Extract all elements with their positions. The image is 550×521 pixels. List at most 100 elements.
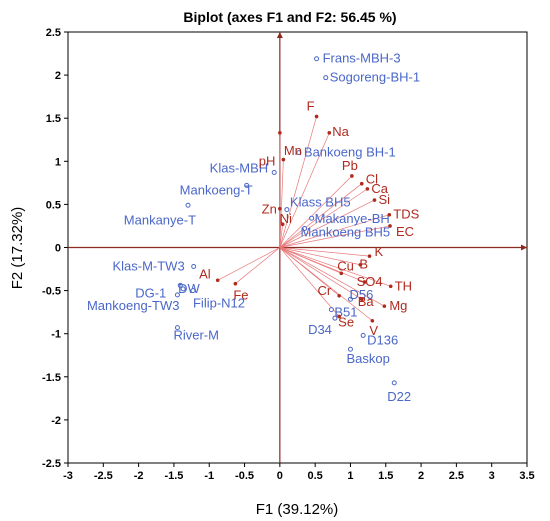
variable-point-ca xyxy=(365,187,370,191)
observation-label-river-m: River-M xyxy=(173,328,219,343)
x-tick-label: 2.5 xyxy=(449,470,464,482)
observation-label-d56: D56 xyxy=(349,287,373,302)
y-axis-label: F2 (17.32%) xyxy=(9,207,26,290)
variable-label-mn: Mn xyxy=(284,143,302,158)
observation-point-filip-n12 xyxy=(190,288,196,294)
x-tick-label: -1 xyxy=(204,470,214,482)
variable-label-pb: Pb xyxy=(342,158,358,173)
x-tick-label: 2 xyxy=(418,470,424,482)
observation-point-b51 xyxy=(328,307,334,313)
vector-ba xyxy=(279,247,362,300)
observation-point-dg-1 xyxy=(177,282,183,288)
observation-point-klas-mbh xyxy=(271,170,277,176)
variable-point-ph xyxy=(281,157,286,162)
observation-point-d136 xyxy=(360,332,366,338)
variable-point-so4 xyxy=(362,280,367,284)
x-tick-label: -2 xyxy=(134,470,144,482)
observation-label-d136: D136 xyxy=(367,332,398,347)
variable-point-na xyxy=(327,131,332,135)
y-axis-arrowhead xyxy=(276,32,283,38)
variable-point-al xyxy=(215,278,220,283)
x-tick-label: 1 xyxy=(347,470,353,482)
variable-label-k: K xyxy=(375,244,384,259)
vector-cl xyxy=(279,183,362,248)
variable-point-si xyxy=(372,198,377,202)
observation-point-makanye-bh xyxy=(309,215,315,221)
x-tick-label: -2.5 xyxy=(94,470,113,482)
zero-axes xyxy=(68,32,527,463)
observation-point-river-m xyxy=(174,325,180,331)
observation-label-d22: D22 xyxy=(387,389,411,404)
observation-label-bankoeng-bh-1: Bankoeng BH-1 xyxy=(304,145,396,160)
observation-label-klass-bh5: Klass BH5 xyxy=(290,195,351,210)
y-tick-label: 2 xyxy=(55,70,61,82)
variable-label-cl: Cl xyxy=(366,172,378,187)
vector-b xyxy=(279,247,361,266)
variable-label-ni: Ni xyxy=(280,211,292,226)
variable-label-si: Si xyxy=(378,192,390,207)
variable-label-v: V xyxy=(369,323,378,338)
vector-v xyxy=(279,247,373,322)
variable-point-cl xyxy=(359,181,364,186)
variable-label-mg: Mg xyxy=(389,298,407,313)
x-tick-label: -0.5 xyxy=(235,470,254,482)
variable-label-tds: TDS xyxy=(393,207,419,222)
y-tick-label: 1 xyxy=(55,156,61,168)
y-tick-label: -0.5 xyxy=(42,286,61,298)
variable-label-cu: Cu xyxy=(337,258,354,273)
variable-point-k xyxy=(367,254,372,258)
variable-point-se xyxy=(337,314,341,319)
variable-point-mn xyxy=(278,131,282,135)
vector-k xyxy=(279,247,370,257)
variable-point-pb xyxy=(350,174,354,178)
observation-label-dg-1: DG-1 xyxy=(135,285,166,300)
variable-label-ca: Ca xyxy=(371,181,388,196)
variable-point-v xyxy=(370,318,375,323)
variable-point-mg xyxy=(382,304,387,308)
variable-point-fe xyxy=(233,281,238,286)
y-tick-label: -1 xyxy=(51,329,61,341)
axis-ticks: -3 -2.5 -2 -1.5 -1 -0.5 0 0.5 1 1.5 2 2.5 3 3.5-2.5-2… xyxy=(42,27,535,482)
y-tick-label: 0.5 xyxy=(46,199,61,211)
variable-label-ba: Ba xyxy=(358,294,375,309)
observation-point-mankoeng-bh5 xyxy=(302,226,308,232)
x-tick-label: 0 xyxy=(277,470,283,482)
variable-label-fe: Fe xyxy=(233,288,248,303)
x-tick-label: -1.5 xyxy=(164,470,183,482)
y-tick-label: -2.5 xyxy=(42,458,61,470)
variable-label-cr: Cr xyxy=(317,283,331,298)
observation-point-d34 xyxy=(332,315,338,321)
observation-point-bankoeng-bh-1 xyxy=(296,150,302,156)
vector-pb xyxy=(279,175,353,248)
vector-fe xyxy=(235,247,281,284)
variable-label-f: F xyxy=(307,98,315,113)
variable-point-zn xyxy=(278,206,282,211)
variable-point-cr xyxy=(337,293,341,298)
y-tick-label: -1.5 xyxy=(42,372,61,384)
observation-label-mankanye-t: Mankanye-T xyxy=(124,212,196,227)
variable-label-so4: SO4 xyxy=(357,274,383,289)
observation-label-makanye-bh: Makanye-BH xyxy=(315,211,390,226)
vector-ni xyxy=(279,224,284,248)
variable-vectors xyxy=(217,116,391,322)
variable-point-f xyxy=(314,114,319,119)
variable-point-ba xyxy=(359,297,364,302)
y-tick-label: 1.5 xyxy=(46,113,61,125)
x-tick-label: 3.5 xyxy=(519,470,534,482)
vector-ec xyxy=(279,225,391,248)
observation-point-d22 xyxy=(391,380,397,386)
observation-label-mankoeng-t: Mankoeng-T xyxy=(180,182,253,197)
y-tick-label: 2.5 xyxy=(46,27,61,39)
vector-th xyxy=(279,247,391,287)
observation-label-frans-mbh-3: Frans-MBH-3 xyxy=(323,51,401,66)
vector-ca xyxy=(279,188,368,248)
observation-point-klass-bh5 xyxy=(284,207,290,213)
observation-point-sogoreng-bh-1 xyxy=(323,75,329,81)
observation-label-mankoeng-bh5: Mankoeng BH5 xyxy=(301,225,391,240)
observation-label-baskop: Baskop xyxy=(346,351,389,366)
x-tick-label: 0.5 xyxy=(308,470,323,482)
variable-label-al: Al xyxy=(199,266,211,281)
x-axis-arrowhead xyxy=(521,244,527,251)
variable-label-b: B xyxy=(359,257,368,272)
